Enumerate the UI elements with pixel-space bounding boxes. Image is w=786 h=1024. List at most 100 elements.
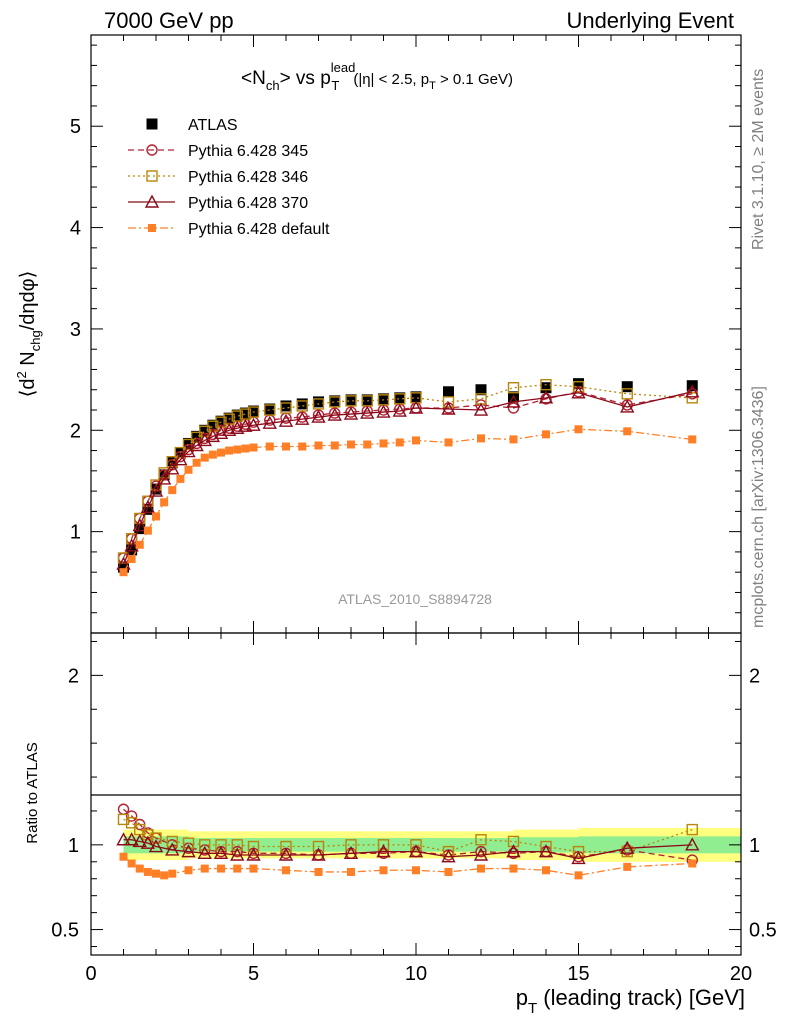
legend-label: Pythia 6.428 346 bbox=[188, 169, 308, 186]
data-point bbox=[345, 394, 357, 406]
data-point bbox=[329, 396, 341, 408]
legend-marker bbox=[148, 224, 156, 232]
data-point bbox=[217, 448, 225, 457]
main-ytick-label: 4 bbox=[70, 218, 81, 240]
data-point bbox=[623, 427, 632, 436]
data-point bbox=[571, 385, 586, 399]
ratio-point bbox=[538, 844, 554, 858]
x-tick-labels: 0 5 10 15 20 bbox=[85, 963, 752, 985]
data-point bbox=[280, 400, 292, 412]
data-point bbox=[208, 450, 217, 459]
data-point bbox=[165, 461, 180, 475]
data-point bbox=[538, 390, 554, 404]
data-point bbox=[160, 498, 169, 507]
ratio-point bbox=[623, 862, 632, 871]
data-point bbox=[573, 378, 584, 390]
data-point bbox=[379, 439, 388, 448]
ratio-series-3 bbox=[119, 852, 697, 880]
data-point bbox=[376, 404, 391, 418]
data-point bbox=[343, 406, 359, 420]
ratio-point bbox=[343, 845, 359, 860]
data-point bbox=[280, 402, 292, 414]
data-point bbox=[295, 411, 310, 425]
ratio-point bbox=[312, 840, 325, 853]
legend-entry: Pythia 6.428 default bbox=[128, 221, 330, 238]
ratio-point bbox=[119, 852, 128, 861]
data-point bbox=[621, 388, 633, 400]
ratio-point bbox=[379, 866, 388, 875]
data-point bbox=[329, 395, 341, 407]
ratio-point bbox=[125, 810, 138, 822]
band-inner bbox=[578, 836, 741, 854]
legend-label: ATLAS bbox=[188, 117, 238, 134]
ratio-point bbox=[444, 867, 453, 876]
ratio-point bbox=[473, 847, 489, 861]
ratio-ytick-label: 0.5 bbox=[51, 920, 79, 942]
ratio-point bbox=[280, 840, 292, 853]
ratio-point bbox=[116, 832, 131, 846]
legend-entry: ATLAS bbox=[146, 117, 238, 134]
data-point bbox=[207, 419, 219, 431]
ratio-point bbox=[143, 867, 152, 876]
ratio-point bbox=[507, 847, 520, 860]
data-point bbox=[262, 415, 277, 429]
legend-entry: Pythia 6.428 345 bbox=[128, 143, 308, 160]
data-point bbox=[394, 392, 406, 404]
data-point bbox=[442, 396, 455, 408]
data-point bbox=[265, 442, 274, 451]
series-line bbox=[122, 391, 693, 565]
ratio-point bbox=[117, 813, 130, 826]
data-point bbox=[477, 434, 485, 443]
data-point bbox=[473, 402, 489, 416]
ratio-point bbox=[475, 845, 487, 858]
header-left: 7000 GeV pp bbox=[104, 8, 234, 33]
header-right: Underlying Event bbox=[566, 8, 734, 33]
data-point bbox=[156, 471, 172, 485]
legend-label: Pythia 6.428 default bbox=[188, 221, 330, 238]
data-point bbox=[507, 382, 520, 394]
data-point bbox=[313, 396, 324, 408]
band-inner bbox=[188, 838, 286, 852]
data-point bbox=[132, 518, 147, 532]
data-point bbox=[688, 435, 697, 444]
ratio-point bbox=[182, 837, 195, 849]
data-point bbox=[135, 540, 144, 549]
data-point bbox=[686, 392, 698, 404]
ratio-point bbox=[199, 839, 211, 851]
data-point bbox=[152, 512, 160, 521]
ratio-series bbox=[116, 803, 700, 880]
ratio-point bbox=[166, 835, 178, 848]
main-panel: 1 2 3 4 5 ⟨d2 Nchg/dηdφ⟩ <Nch> vs plead T (|η|… bbox=[14, 34, 742, 634]
ratio-point bbox=[181, 844, 196, 858]
data-point bbox=[312, 398, 325, 410]
main-ytick-label: 3 bbox=[70, 319, 81, 341]
ratio-point bbox=[140, 835, 156, 849]
ratio-point bbox=[127, 859, 136, 868]
main-ylabel: ⟨d2 Nchg/dηdφ⟩ bbox=[14, 271, 43, 398]
ratio-point bbox=[184, 866, 193, 875]
data-point bbox=[127, 555, 136, 564]
data-point bbox=[347, 440, 355, 449]
data-point bbox=[330, 441, 339, 450]
data-point bbox=[363, 440, 372, 449]
data-point bbox=[247, 406, 260, 418]
ratio-point bbox=[574, 871, 583, 880]
data-point bbox=[191, 430, 203, 442]
data-point bbox=[190, 431, 203, 444]
main-ytick-label: 1 bbox=[70, 522, 81, 544]
data-point bbox=[441, 401, 456, 415]
main-ytick-label: 2 bbox=[70, 420, 81, 442]
data-point bbox=[233, 445, 242, 454]
data-point bbox=[215, 415, 227, 427]
data-point bbox=[238, 418, 253, 432]
x-tick-label: 10 bbox=[405, 963, 427, 985]
x-tick-label: 5 bbox=[248, 963, 259, 985]
ratio-point bbox=[282, 866, 290, 875]
ratio-point bbox=[311, 847, 326, 861]
legend-entry: Pythia 6.428 370 bbox=[128, 194, 308, 212]
series-line bbox=[122, 391, 693, 559]
data-point bbox=[230, 420, 245, 434]
data-point bbox=[134, 512, 146, 525]
data-point bbox=[140, 499, 156, 514]
legend-label: Pythia 6.428 370 bbox=[188, 195, 308, 212]
